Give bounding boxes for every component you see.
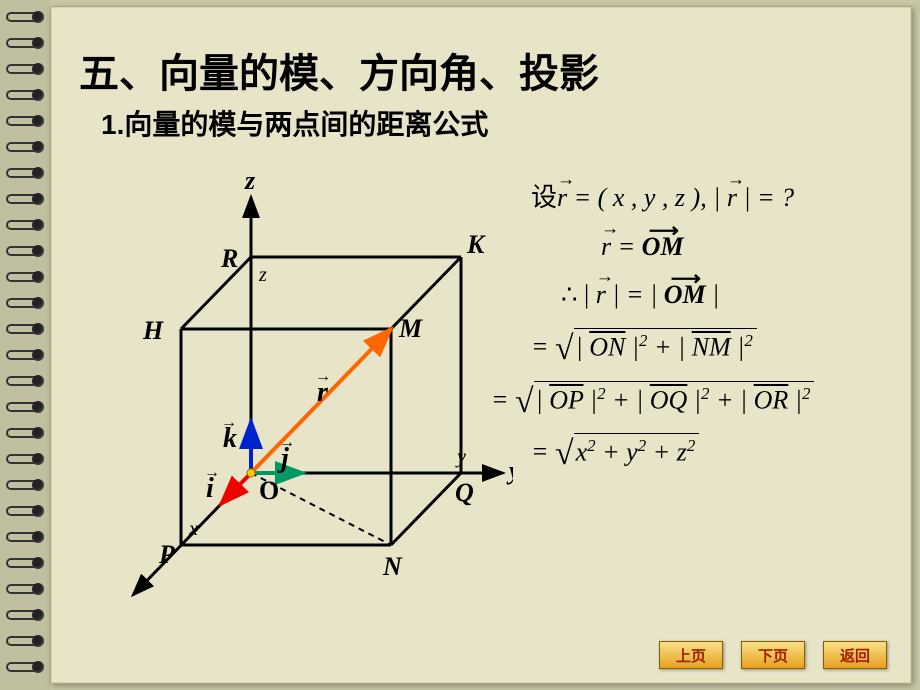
eq6-eq: = — [531, 437, 555, 466]
svg-text:x: x — [114, 586, 128, 597]
eq5-sqrt: √ | OP |2 + | OQ |2 + | OR |2 — [515, 381, 814, 416]
svg-text:z: z — [258, 264, 267, 286]
eq4-sqrt: √ | ON |2 + | NM |2 — [555, 328, 757, 363]
radical-sign-3: √ — [555, 437, 574, 472]
eq1-mid: = ( x , y , z ), | — [567, 183, 727, 212]
svg-text:K: K — [466, 230, 486, 259]
vector-diagram: OxyzPQNMRKHxyzi→j→k→r→ — [73, 157, 513, 597]
eq-line-4: = √ | ON |2 + | NM |2 — [531, 328, 911, 363]
eq5-OP: OP — [549, 385, 583, 414]
eq1-end: | = ? — [737, 183, 794, 212]
eq4-NM: NM — [692, 333, 731, 362]
eq2-r: r — [601, 232, 611, 262]
svg-text:→: → — [204, 464, 220, 481]
back-button[interactable]: 返回 — [823, 641, 887, 669]
spiral-binding — [0, 0, 50, 690]
eq6-sqrt: √ x2 + y2 + z2 — [555, 433, 699, 468]
eq5-radicand: | OP |2 + | OQ |2 + | OR |2 — [534, 381, 815, 416]
eq4-ON: ON — [589, 333, 625, 362]
eq3-OM: OM — [664, 280, 706, 310]
eq3-mid: | = | — [606, 280, 664, 309]
svg-text:x: x — [188, 518, 198, 540]
nav-buttons: 上页 下页 返回 — [659, 641, 887, 669]
eq4-eq: = — [531, 332, 555, 361]
svg-text:→: → — [221, 414, 237, 431]
section-subtitle: 1.向量的模与两点间的距离公式 — [101, 103, 488, 143]
eq-line-3: ∴ | r | = | OM | — [531, 280, 911, 310]
eq-line-1: 设r = ( x , y , z ), | r | = ? — [531, 177, 911, 214]
eq4-radicand: | ON |2 + | NM |2 — [574, 328, 757, 363]
eq-line-5: = √ | OP |2 + | OQ |2 + | OR |2 — [491, 381, 911, 416]
page-title: 五、向量的模、方向角、投影 — [79, 41, 599, 99]
eq3-pre: ∴ | — [561, 280, 596, 309]
eq5-OQ: OQ — [650, 385, 688, 414]
svg-text:Q: Q — [455, 478, 474, 507]
svg-text:R: R — [220, 244, 238, 273]
eq3-r: r — [596, 280, 606, 310]
eq2-OM: OM — [642, 232, 684, 262]
svg-text:→: → — [315, 368, 331, 385]
svg-text:H: H — [142, 316, 164, 345]
svg-text:→: → — [279, 434, 295, 451]
equations-block: 设r = ( x , y , z ), | r | = ? r = OM ∴ |… — [531, 177, 911, 486]
eq6-radicand: x2 + y2 + z2 — [574, 433, 700, 468]
svg-text:y: y — [455, 446, 466, 468]
radical-sign: √ — [555, 332, 574, 367]
page: 五、向量的模、方向角、投影 1.向量的模与两点间的距离公式 OxyzPQNMRK… — [50, 6, 912, 684]
eq1-r: r — [557, 183, 567, 213]
eq1-r2: r — [727, 183, 737, 213]
eq5-eq: = — [491, 385, 515, 414]
svg-text:y: y — [506, 456, 513, 485]
svg-text:N: N — [382, 552, 403, 581]
svg-text:P: P — [158, 540, 176, 569]
prev-button[interactable]: 上页 — [659, 641, 723, 669]
radical-sign-2: √ — [515, 385, 534, 420]
eq1-pre: 设 — [531, 183, 557, 212]
eq3-end: | — [706, 280, 720, 309]
eq-line-6: = √ x2 + y2 + z2 — [531, 433, 911, 468]
svg-text:M: M — [398, 314, 423, 343]
next-button[interactable]: 下页 — [741, 641, 805, 669]
eq-line-2: r = OM — [531, 232, 911, 262]
svg-text:z: z — [244, 166, 256, 195]
svg-text:O: O — [259, 476, 279, 505]
eq5-OR: OR — [754, 385, 789, 414]
